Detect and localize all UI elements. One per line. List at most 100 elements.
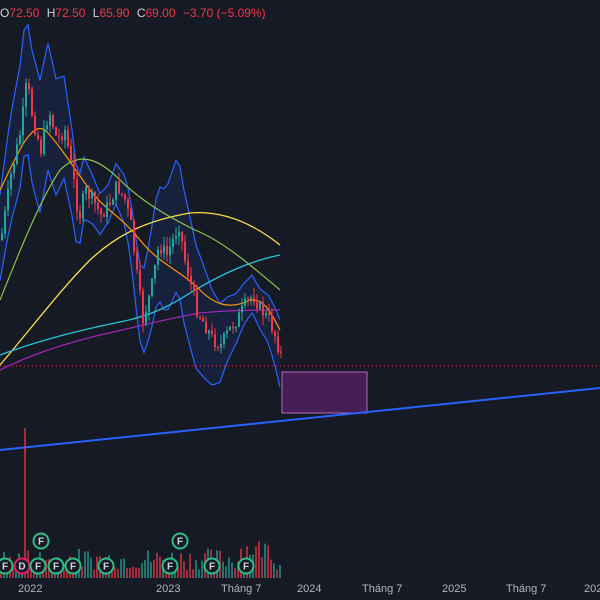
financials-event-icon[interactable]: F: [203, 557, 221, 575]
candle-body: [121, 193, 123, 195]
event-badge-circle: [171, 532, 189, 550]
volume-bar: [150, 562, 152, 578]
event-badge-circle: [237, 557, 255, 575]
candle-body: [13, 163, 15, 174]
event-badge-letter: F: [70, 562, 76, 573]
financials-event-icon[interactable]: F: [32, 532, 50, 550]
volume-bar: [63, 570, 65, 578]
event-badge-letter: F: [35, 562, 41, 573]
candle-body: [130, 208, 132, 220]
candle-body: [103, 214, 105, 217]
volume-bar: [135, 567, 137, 578]
ma-green-line: [0, 158, 281, 301]
open-label: O: [0, 6, 10, 20]
event-badge-circle: [203, 557, 221, 575]
volume-bar: [180, 553, 182, 578]
candle-body: [61, 136, 63, 141]
financials-event-icon[interactable]: F: [171, 532, 189, 550]
candle-body: [22, 107, 24, 136]
candle-body: [19, 135, 21, 145]
volume-bar: [159, 556, 161, 578]
candle-body: [181, 231, 183, 242]
candle-body: [268, 313, 270, 316]
candle-body: [247, 298, 249, 300]
volume-bar: [261, 557, 263, 578]
volume-bar: [120, 559, 122, 578]
ohlc-legend: O72.50 H72.50 L65.90 C69.00 −3.70 (−5.09…: [0, 6, 270, 20]
candle-body: [112, 199, 114, 205]
ma-long-line: [0, 309, 281, 371]
volume-bar: [138, 567, 140, 578]
volume-bar: [90, 557, 92, 578]
candle-body: [55, 127, 57, 136]
candle-body: [7, 188, 9, 211]
financials-event-icon[interactable]: F: [97, 557, 115, 575]
volume-bar: [141, 563, 143, 578]
candle-body: [115, 181, 117, 200]
candle-body: [79, 211, 81, 219]
candle-body: [274, 331, 276, 337]
financials-event-icon[interactable]: F: [237, 557, 255, 575]
candle-body: [109, 202, 111, 205]
candle-body: [175, 236, 177, 239]
candle-body: [91, 191, 93, 199]
financials-event-icon[interactable]: F: [47, 557, 65, 575]
event-badge-letter: F: [243, 562, 249, 573]
candle-body: [172, 238, 174, 247]
candle-body: [238, 312, 240, 327]
axis-label-2026: 202: [584, 583, 600, 595]
event-badge-circle: [161, 557, 179, 575]
volume-bar: [231, 562, 233, 578]
candle-body: [148, 295, 150, 312]
candle-body: [157, 249, 159, 265]
candle-body: [253, 297, 255, 303]
candle-body: [160, 249, 162, 254]
axis-label-thang7-2024: Tháng 7: [362, 583, 402, 595]
trendline[interactable]: [0, 387, 600, 451]
candle-body: [202, 318, 204, 322]
event-badge-circle: [97, 557, 115, 575]
candle-body: [34, 115, 36, 135]
volume-bar: [123, 558, 125, 578]
candle-body: [214, 334, 216, 347]
financials-event-icon[interactable]: F: [0, 557, 14, 575]
candle-body: [244, 298, 246, 306]
candle-body: [31, 89, 33, 116]
candle-body: [16, 144, 18, 164]
volume-bar: [279, 565, 281, 578]
candle-body: [43, 129, 45, 154]
financials-event-icon[interactable]: F: [29, 557, 47, 575]
candle-body: [88, 187, 90, 199]
financials-event-icon[interactable]: F: [64, 557, 82, 575]
candlesticks: [1, 78, 282, 359]
candle-body: [256, 302, 258, 309]
candle-body: [1, 233, 3, 240]
dividend-event-icon[interactable]: D: [13, 557, 31, 575]
volume-bar: [126, 568, 128, 578]
volume-bar: [129, 568, 131, 578]
volume-bar: [177, 567, 179, 578]
candle-body: [100, 208, 102, 215]
candle-body: [178, 231, 180, 237]
candle-body: [82, 193, 84, 219]
financials-event-icon[interactable]: F: [161, 557, 179, 575]
candle-body: [220, 343, 222, 348]
candle-body: [118, 181, 120, 194]
volume-bar: [258, 541, 260, 578]
candle-body: [151, 278, 153, 296]
candle-body: [199, 316, 201, 319]
volume-bar: [87, 551, 89, 578]
candle-body: [235, 326, 237, 329]
volume-bar: [93, 569, 95, 578]
candle-body: [166, 245, 168, 255]
volume-bar: [198, 569, 200, 578]
volume-bar: [255, 546, 257, 578]
target-zone-box[interactable]: [281, 371, 368, 414]
candle-body: [196, 291, 198, 317]
low-value: 65.90: [99, 6, 130, 20]
volume-bar: [273, 563, 275, 578]
candle-body: [271, 315, 273, 332]
candle-body: [229, 326, 231, 331]
volume-bar: [237, 561, 239, 578]
